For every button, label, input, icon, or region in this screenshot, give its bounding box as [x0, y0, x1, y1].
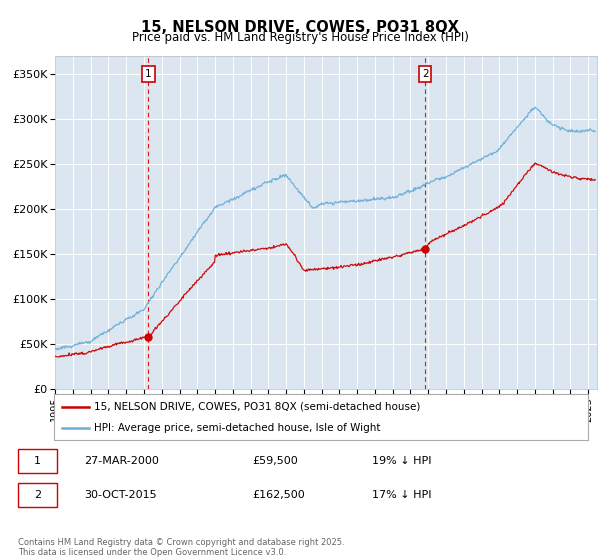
Text: 30-OCT-2015: 30-OCT-2015 — [84, 490, 157, 500]
Text: 2: 2 — [422, 69, 428, 79]
Text: 19% ↓ HPI: 19% ↓ HPI — [372, 456, 431, 466]
Text: 27-MAR-2000: 27-MAR-2000 — [84, 456, 159, 466]
Text: 1: 1 — [145, 69, 152, 79]
Text: Contains HM Land Registry data © Crown copyright and database right 2025.
This d: Contains HM Land Registry data © Crown c… — [18, 538, 344, 557]
Text: 15, NELSON DRIVE, COWES, PO31 8QX: 15, NELSON DRIVE, COWES, PO31 8QX — [141, 20, 459, 35]
Text: 1: 1 — [34, 456, 41, 466]
FancyBboxPatch shape — [18, 483, 57, 507]
Text: £59,500: £59,500 — [252, 456, 298, 466]
Text: 2: 2 — [34, 490, 41, 500]
Text: 15, NELSON DRIVE, COWES, PO31 8QX (semi-detached house): 15, NELSON DRIVE, COWES, PO31 8QX (semi-… — [94, 402, 421, 412]
Text: £162,500: £162,500 — [252, 490, 305, 500]
Text: HPI: Average price, semi-detached house, Isle of Wight: HPI: Average price, semi-detached house,… — [94, 423, 380, 433]
FancyBboxPatch shape — [18, 449, 57, 473]
FancyBboxPatch shape — [54, 394, 588, 440]
Text: Price paid vs. HM Land Registry's House Price Index (HPI): Price paid vs. HM Land Registry's House … — [131, 31, 469, 44]
Text: 17% ↓ HPI: 17% ↓ HPI — [372, 490, 431, 500]
